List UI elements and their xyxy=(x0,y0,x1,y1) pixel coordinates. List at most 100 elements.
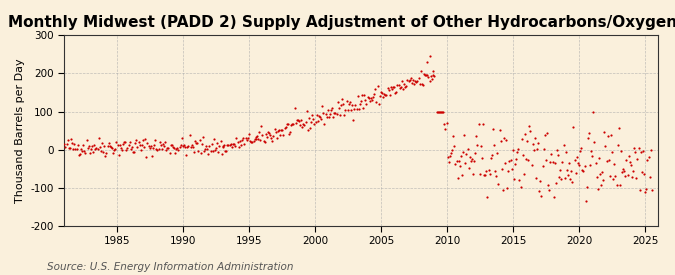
Point xyxy=(105,144,115,148)
Point xyxy=(197,134,208,139)
Point xyxy=(411,80,422,85)
Point xyxy=(212,141,223,145)
Point xyxy=(95,144,105,149)
Point xyxy=(618,167,628,172)
Point xyxy=(385,85,396,89)
Point xyxy=(599,130,610,134)
Point xyxy=(340,108,351,112)
Point xyxy=(496,167,507,171)
Point xyxy=(242,136,253,140)
Point xyxy=(637,170,647,175)
Point xyxy=(364,99,375,104)
Point xyxy=(325,108,336,113)
Point xyxy=(183,144,194,148)
Point xyxy=(392,83,403,87)
Point xyxy=(585,163,595,167)
Point xyxy=(451,159,462,164)
Point xyxy=(495,139,506,143)
Point xyxy=(643,154,654,159)
Point xyxy=(605,133,616,137)
Point xyxy=(151,147,162,151)
Point xyxy=(576,146,587,150)
Point xyxy=(60,145,71,149)
Point xyxy=(491,174,502,179)
Point xyxy=(211,146,221,150)
Point xyxy=(82,145,93,150)
Point xyxy=(516,137,527,141)
Point xyxy=(435,110,446,114)
Point xyxy=(514,178,524,183)
Point xyxy=(449,144,460,148)
Point xyxy=(269,127,280,131)
Point xyxy=(557,160,568,164)
Point xyxy=(401,84,412,89)
Point xyxy=(139,145,150,149)
Point xyxy=(466,157,477,162)
Point xyxy=(65,137,76,142)
Point xyxy=(567,179,578,184)
Point xyxy=(284,132,294,137)
Point xyxy=(169,151,180,155)
Point xyxy=(473,122,484,126)
Point xyxy=(76,147,86,151)
Point xyxy=(190,139,200,144)
Point xyxy=(315,114,325,119)
Point xyxy=(593,186,603,191)
Point xyxy=(577,168,588,172)
Point xyxy=(408,82,419,86)
Point xyxy=(523,158,534,162)
Point xyxy=(120,140,131,145)
Point xyxy=(319,122,330,127)
Point xyxy=(100,153,111,158)
Point xyxy=(526,163,537,167)
Point xyxy=(110,147,121,151)
Point xyxy=(583,131,594,135)
Point xyxy=(414,82,425,87)
Point xyxy=(412,79,423,83)
Point xyxy=(97,141,107,145)
Point xyxy=(261,132,271,136)
Point xyxy=(583,135,593,140)
Point xyxy=(215,138,226,143)
Point xyxy=(468,172,479,177)
Point xyxy=(448,134,458,138)
Point xyxy=(547,160,558,164)
Point xyxy=(271,136,282,140)
Point xyxy=(589,140,600,144)
Point xyxy=(181,153,192,158)
Point xyxy=(266,136,277,141)
Point xyxy=(102,144,113,148)
Point xyxy=(101,150,112,155)
Point xyxy=(321,115,332,120)
Point xyxy=(351,107,362,111)
Point xyxy=(342,108,353,112)
Point xyxy=(122,146,133,150)
Point xyxy=(512,150,522,155)
Point xyxy=(511,157,522,161)
Point xyxy=(640,190,651,194)
Point xyxy=(569,158,580,163)
Point xyxy=(157,147,167,151)
Point xyxy=(279,126,290,130)
Point xyxy=(288,122,299,126)
Point xyxy=(80,151,91,155)
Point xyxy=(304,116,315,120)
Point xyxy=(261,135,272,139)
Point xyxy=(623,154,634,159)
Point xyxy=(517,153,528,158)
Point xyxy=(126,147,136,151)
Point xyxy=(441,121,452,125)
Point xyxy=(533,141,543,145)
Point xyxy=(287,122,298,127)
Point xyxy=(472,142,483,147)
Point xyxy=(595,183,606,188)
Point xyxy=(616,149,626,154)
Point xyxy=(108,151,119,156)
Point xyxy=(644,174,655,179)
Point xyxy=(185,145,196,150)
Point xyxy=(133,140,144,144)
Point xyxy=(114,143,125,147)
Point xyxy=(89,143,100,147)
Point xyxy=(597,170,608,174)
Point xyxy=(548,194,559,199)
